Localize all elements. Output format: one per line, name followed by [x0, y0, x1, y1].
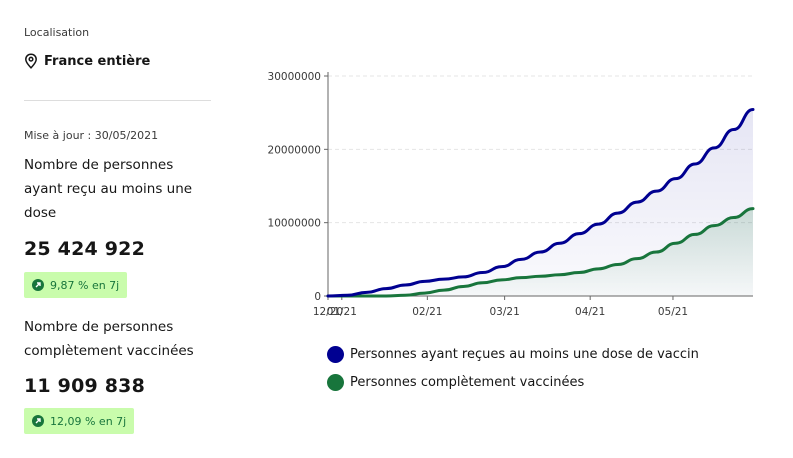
x-tick-label: 12/20 [313, 306, 343, 318]
vaccination-chart: 0 10000000 20000000 30000000 12/20 01/21 02/21… [255, 60, 775, 330]
location-selector[interactable]: France entière [24, 53, 150, 69]
legend-dot-first-dose [327, 345, 344, 363]
stat-complete-trend: 12,09 % en 7j [50, 414, 127, 428]
stat-first-dose-label: Nombre de personnes ayant reçu au moins … [24, 157, 193, 221]
legend-label-first-dose: Personnes ayant reçues au moins une dose… [350, 346, 699, 362]
line-complete [326, 207, 755, 298]
stat-complete-value: 11 909 838 [24, 375, 145, 397]
stat-complete-trend-badge: 12,09 % en 7j [24, 408, 135, 434]
legend-label-complete: Personnes complètement vaccinées [350, 374, 585, 390]
chart-legend: Personnes ayant reçues au moins une dose… [327, 340, 699, 396]
y-tick-label: 20000000 [268, 144, 321, 156]
x-tick-label: 03/21 [489, 306, 519, 318]
legend-item-first-dose[interactable]: Personnes ayant reçues au moins une dose… [327, 340, 699, 368]
y-tick-label: 0 [314, 291, 321, 303]
x-tick-label: 02/21 [412, 306, 442, 318]
arrow-up-right-icon [32, 415, 44, 427]
legend-item-complete[interactable]: Personnes complètement vaccinées [327, 368, 699, 396]
update-date: Mise à jour : 30/05/2021 [24, 129, 159, 142]
stat-first-dose-trend-badge: 9,87 % en 7j [24, 272, 128, 298]
stat-first-dose-trend: 9,87 % en 7j [50, 278, 120, 292]
x-tick-label: 04/21 [575, 306, 605, 318]
x-tick-label: 01/21 [327, 306, 357, 318]
map-pin-icon [25, 53, 37, 69]
legend-dot-complete [327, 373, 344, 391]
y-tick-label: 10000000 [268, 218, 321, 230]
x-tick-label: 05/21 [658, 306, 688, 318]
stat-first-dose-value: 25 424 922 [24, 238, 145, 260]
y-tick-label: 30000000 [268, 71, 321, 83]
line-first-dose [326, 108, 755, 298]
stat-complete-label: Nombre de personnes complètement vacciné… [24, 319, 194, 359]
location-label: Localisation [24, 26, 90, 39]
divider [24, 100, 211, 101]
location-value: France entière [44, 53, 151, 69]
arrow-up-right-icon [32, 279, 44, 291]
area-first-dose [328, 109, 753, 296]
area-complete [328, 208, 753, 296]
